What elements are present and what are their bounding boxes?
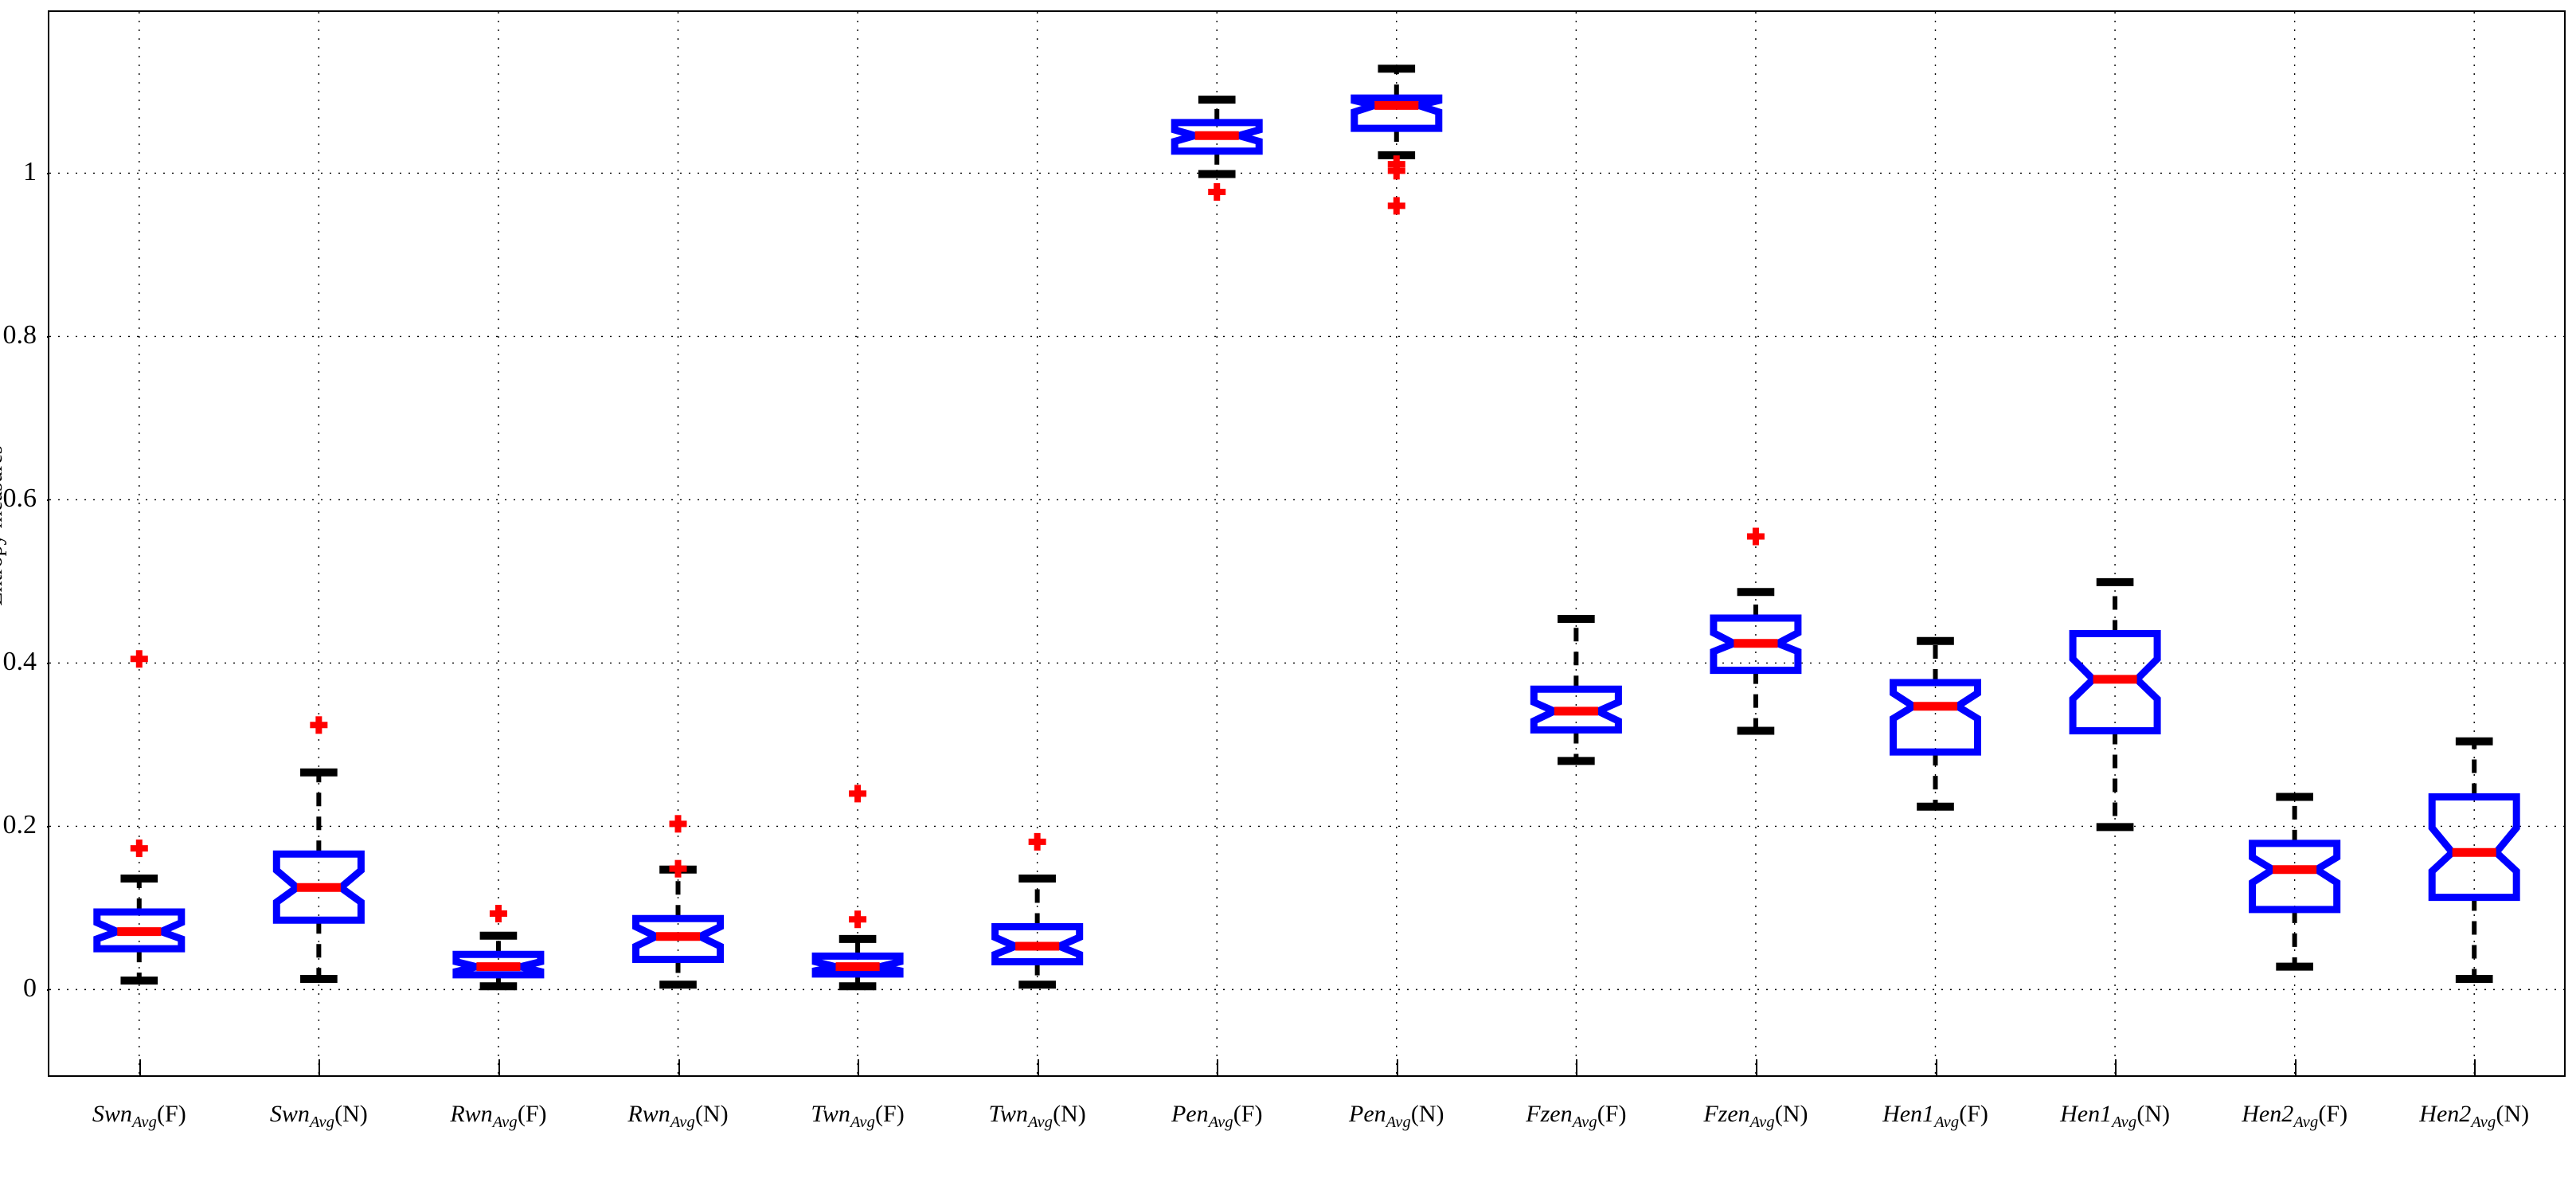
x-tick-mark-5 xyxy=(1037,1059,1039,1077)
box-outline xyxy=(2069,630,2161,734)
boxplot-Twn_Avg(N) xyxy=(991,832,1084,989)
y-tick-label-1: 0.2 xyxy=(2,810,37,840)
x-tick-mark-2 xyxy=(498,1059,500,1077)
x-tick-label-13: Hen2Avg(N) xyxy=(2419,1101,2530,1132)
x-tick-mark-11 xyxy=(2115,1059,2117,1077)
x-tick-label-12: Hen2Avg(F) xyxy=(2242,1101,2348,1132)
x-tick-mark-10 xyxy=(1935,1059,1937,1077)
boxplot-Rwn_Avg(F) xyxy=(452,905,545,991)
x-tick-label-10: Hen1Avg(F) xyxy=(1882,1101,1988,1132)
boxplot-Hen1_Avg(F) xyxy=(1890,636,1981,811)
x-tick-mark-6 xyxy=(1217,1059,1219,1077)
boxplot-Hen2_Avg(F) xyxy=(2249,793,2341,971)
boxplot-Pen_Avg(F) xyxy=(1171,96,1263,202)
boxplot-Hen1_Avg(N) xyxy=(2069,577,2161,832)
box-outline xyxy=(272,850,365,924)
box-outline xyxy=(991,923,1084,965)
x-tick-mark-13 xyxy=(2474,1059,2476,1077)
x-tick-mark-1 xyxy=(319,1059,321,1077)
boxplot-Twn_Avg(F) xyxy=(811,785,904,991)
box-outline xyxy=(1710,614,1802,675)
x-tick-mark-7 xyxy=(1396,1059,1398,1077)
x-tick-mark-3 xyxy=(678,1059,680,1077)
boxplot-Fzen_Avg(F) xyxy=(1530,615,1622,765)
boxplot-canvas xyxy=(49,12,2564,1075)
box-outline xyxy=(811,952,904,978)
x-tick-label-8: FzenAvg(F) xyxy=(1526,1101,1627,1132)
x-tick-label-9: FzenAvg(N) xyxy=(1703,1101,1808,1132)
boxplot-Pen_Avg(N) xyxy=(1351,65,1443,215)
box-outline xyxy=(632,914,724,963)
y-tick-label-0: 0 xyxy=(23,973,37,1004)
boxplot-Rwn_Avg(N) xyxy=(632,815,724,989)
plot-area xyxy=(48,10,2566,1077)
box-outline xyxy=(93,908,186,953)
box-outline xyxy=(2249,840,2341,914)
x-tick-label-1: SwnAvg(N) xyxy=(269,1101,368,1132)
x-tick-label-7: PenAvg(N) xyxy=(1349,1101,1444,1132)
boxplot-Fzen_Avg(N) xyxy=(1710,527,1802,735)
x-tick-label-2: RwnAvg(F) xyxy=(450,1101,547,1132)
x-tick-mark-9 xyxy=(1755,1059,1757,1077)
x-tick-label-3: RwnAvg(N) xyxy=(627,1101,729,1132)
boxplot-Hen2_Avg(N) xyxy=(2428,737,2520,984)
x-tick-label-0: SwnAvg(F) xyxy=(92,1101,186,1132)
x-tick-label-4: TwnAvg(F) xyxy=(811,1101,905,1132)
box-outline xyxy=(1890,679,1981,756)
x-tick-label-6: PenAvg(F) xyxy=(1171,1101,1263,1132)
boxplot-Swn_Avg(N) xyxy=(272,716,365,984)
box-outline xyxy=(1351,94,1443,132)
y-tick-label-3: 0.6 xyxy=(2,483,37,514)
box-outline xyxy=(1530,685,1622,734)
y-tick-label-5: 1 xyxy=(23,157,37,187)
boxplot-Swn_Avg(F) xyxy=(93,650,186,985)
y-tick-label-2: 0.4 xyxy=(2,647,37,677)
x-tick-mark-4 xyxy=(858,1059,860,1077)
x-tick-mark-12 xyxy=(2294,1059,2297,1077)
x-tick-mark-0 xyxy=(139,1059,141,1077)
x-tick-label-5: TwnAvg(N) xyxy=(988,1101,1086,1132)
box-outline xyxy=(452,950,545,979)
y-axis-label: Entropy measures xyxy=(0,445,7,606)
y-tick-label-4: 0.8 xyxy=(2,320,37,350)
box-outline xyxy=(2428,793,2520,902)
x-tick-mark-8 xyxy=(1576,1059,1578,1077)
box-outline xyxy=(1171,119,1263,155)
x-tick-label-11: Hen1Avg(N) xyxy=(2060,1101,2170,1132)
